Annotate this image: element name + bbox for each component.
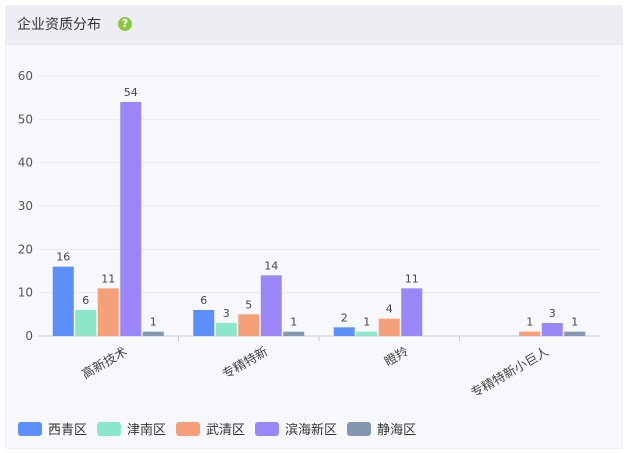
legend-item[interactable]: 武清区 <box>176 419 245 438</box>
legend-swatch <box>18 421 42 436</box>
legend-label: 津南区 <box>127 423 167 438</box>
panel-header: 企业资质分布 ? <box>6 6 622 45</box>
x-tick-label: 专精特新 <box>219 344 270 382</box>
x-tick-label: 专精特新小巨人 <box>468 343 552 400</box>
data-label: 6 <box>200 294 207 307</box>
bar <box>541 323 563 336</box>
bar <box>283 331 305 336</box>
legend-label: 静海区 <box>377 423 417 438</box>
bar <box>378 318 400 336</box>
data-label: 1 <box>290 316 297 329</box>
data-label: 11 <box>405 272 419 285</box>
data-label: 4 <box>386 303 393 316</box>
y-tick-label: 10 <box>18 286 33 300</box>
data-label: 1 <box>526 316 533 329</box>
data-label: 3 <box>223 307 230 320</box>
data-label: 1 <box>363 316 370 329</box>
bar <box>215 323 237 336</box>
bar <box>193 310 215 336</box>
y-tick-label: 40 <box>18 156 33 170</box>
bar <box>519 331 541 336</box>
data-label: 16 <box>56 251 70 264</box>
bar <box>333 327 355 336</box>
data-label: 3 <box>549 307 556 320</box>
bar <box>75 310 97 336</box>
legend-label: 滨海新区 <box>285 423 338 438</box>
legend-label: 武清区 <box>206 423 246 438</box>
bar <box>97 288 119 336</box>
bar <box>260 275 282 336</box>
legend-item[interactable]: 津南区 <box>97 419 166 438</box>
y-tick-label: 60 <box>18 69 33 83</box>
chart-panel: 企业资质分布 ? <box>5 5 623 449</box>
data-label: 54 <box>124 86 138 99</box>
data-label: 14 <box>264 259 278 272</box>
x-tick-label: 高新技术 <box>79 343 130 381</box>
legend-label: 西青区 <box>48 423 88 438</box>
bar <box>52 266 74 336</box>
bar <box>120 102 142 336</box>
data-label: 5 <box>245 298 252 311</box>
y-tick-label: 50 <box>18 112 33 126</box>
data-label: 1 <box>150 316 157 329</box>
bar <box>356 331 378 336</box>
bar <box>142 331 164 336</box>
legend-item[interactable]: 西青区 <box>18 419 87 438</box>
data-label: 11 <box>101 272 115 285</box>
legend-swatch <box>97 421 122 436</box>
y-tick-label: 30 <box>18 199 33 213</box>
x-tick-label: 瞪羚 <box>382 343 412 369</box>
data-label: 6 <box>82 294 89 307</box>
data-label: 2 <box>341 311 348 324</box>
question-circle-icon[interactable]: ? <box>118 17 132 31</box>
bar <box>401 288 423 336</box>
y-tick-label: 20 <box>18 242 33 256</box>
legend-swatch <box>255 421 280 436</box>
data-label: 1 <box>571 316 578 329</box>
bar <box>564 331 586 336</box>
legend-item[interactable]: 静海区 <box>347 419 416 438</box>
legend-swatch <box>176 421 201 436</box>
legend-swatch <box>347 421 372 436</box>
chart-legend: 西青区 津南区 武清区 滨海新区 静海区 <box>18 419 416 438</box>
y-tick-label: 0 <box>25 329 33 343</box>
legend-item[interactable]: 滨海新区 <box>255 419 337 438</box>
bar <box>238 314 260 336</box>
panel-title: 企业资质分布 <box>17 17 101 33</box>
